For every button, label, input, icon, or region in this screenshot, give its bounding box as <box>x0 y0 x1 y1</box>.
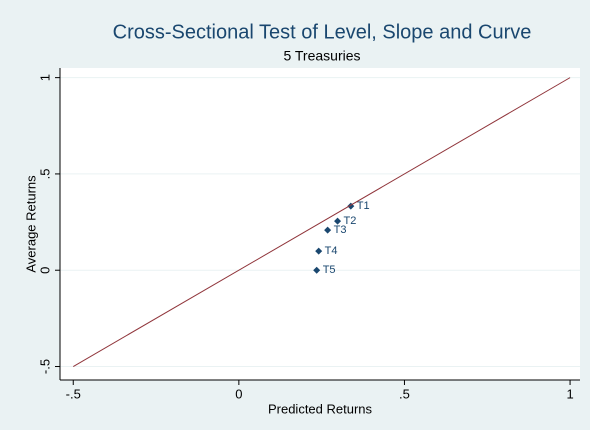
point <box>334 217 342 225</box>
y-tick-label: 1 <box>37 74 52 81</box>
fit-line <box>72 77 571 367</box>
plot-area <box>60 68 580 380</box>
point-label: T4 <box>325 245 338 257</box>
point-label: T5 <box>323 264 336 276</box>
chart-title: Cross-Sectional Test of Level, Slope and… <box>113 21 532 43</box>
point-label: T3 <box>334 224 347 236</box>
x-tick-label: .5 <box>399 386 410 401</box>
y-axis-label: Average Returns <box>23 175 38 273</box>
x-axis-label: Predicted Returns <box>268 401 373 416</box>
x-tick-label: 1 <box>566 386 573 401</box>
point <box>324 226 332 234</box>
x-tick-label: 0 <box>235 386 242 401</box>
point-label: T2 <box>344 215 357 227</box>
x-tick-label: -.5 <box>66 386 81 401</box>
y-tick-label: -.5 <box>37 359 52 374</box>
y-tick-label: .5 <box>37 169 52 180</box>
point-label: T1 <box>357 200 370 212</box>
y-tick-label: 0 <box>37 267 52 274</box>
point <box>313 266 321 274</box>
point <box>315 247 323 255</box>
chart-subtitle: 5 Treasuries <box>283 48 360 64</box>
